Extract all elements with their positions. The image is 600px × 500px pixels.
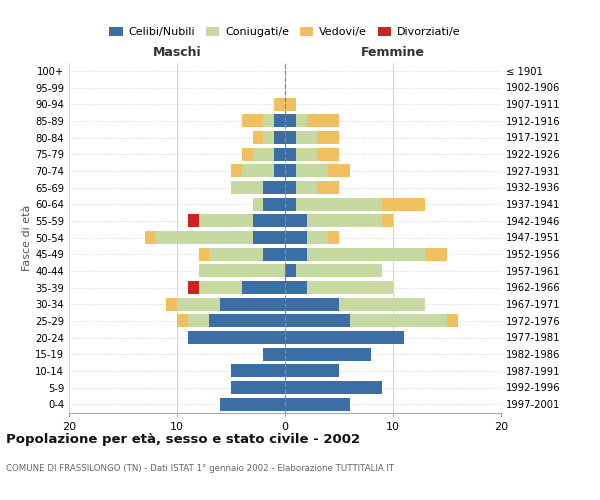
Bar bbox=[307, 114, 339, 128]
Bar bbox=[285, 98, 296, 110]
Bar bbox=[231, 364, 285, 378]
Bar bbox=[307, 214, 382, 228]
Bar bbox=[263, 181, 285, 194]
Bar bbox=[199, 248, 209, 260]
Bar bbox=[285, 231, 307, 244]
Bar bbox=[231, 164, 242, 177]
Bar bbox=[274, 131, 285, 144]
Bar bbox=[274, 148, 285, 160]
Bar bbox=[274, 98, 285, 110]
Bar bbox=[307, 281, 393, 294]
Bar bbox=[285, 331, 404, 344]
Bar bbox=[263, 131, 274, 144]
Bar bbox=[166, 298, 177, 310]
Bar bbox=[328, 231, 339, 244]
Bar bbox=[285, 131, 296, 144]
Bar bbox=[188, 281, 199, 294]
Bar bbox=[350, 314, 447, 328]
Bar bbox=[188, 331, 285, 344]
Bar bbox=[425, 248, 447, 260]
Bar bbox=[242, 164, 274, 177]
Text: Popolazione per età, sesso e stato civile - 2002: Popolazione per età, sesso e stato civil… bbox=[6, 432, 360, 446]
Bar bbox=[296, 198, 382, 210]
Bar bbox=[285, 164, 296, 177]
Bar bbox=[263, 198, 285, 210]
Bar bbox=[231, 181, 263, 194]
Y-axis label: Fasce di età: Fasce di età bbox=[22, 204, 32, 270]
Legend: Celibi/Nubili, Coniugati/e, Vedovi/e, Divorziati/e: Celibi/Nubili, Coniugati/e, Vedovi/e, Di… bbox=[105, 22, 465, 42]
Bar bbox=[285, 348, 371, 360]
Bar bbox=[274, 114, 285, 128]
Bar bbox=[296, 114, 307, 128]
Bar bbox=[177, 314, 188, 328]
Bar bbox=[253, 198, 263, 210]
Bar bbox=[307, 248, 425, 260]
Text: Maschi: Maschi bbox=[152, 46, 202, 59]
Bar bbox=[317, 131, 339, 144]
Bar bbox=[328, 164, 350, 177]
Bar bbox=[263, 114, 274, 128]
Bar bbox=[220, 298, 285, 310]
Bar bbox=[242, 281, 285, 294]
Bar bbox=[285, 314, 350, 328]
Bar bbox=[145, 231, 155, 244]
Bar bbox=[285, 114, 296, 128]
Bar bbox=[296, 164, 328, 177]
Bar bbox=[188, 314, 209, 328]
Bar bbox=[317, 148, 339, 160]
Bar bbox=[285, 264, 296, 278]
Bar bbox=[199, 281, 242, 294]
Bar bbox=[285, 148, 296, 160]
Bar bbox=[253, 148, 274, 160]
Bar bbox=[296, 148, 317, 160]
Bar bbox=[285, 281, 307, 294]
Bar bbox=[285, 181, 296, 194]
Bar bbox=[199, 264, 285, 278]
Bar bbox=[231, 381, 285, 394]
Bar bbox=[447, 314, 458, 328]
Bar bbox=[382, 198, 425, 210]
Bar bbox=[296, 181, 317, 194]
Bar bbox=[253, 231, 285, 244]
Bar bbox=[285, 381, 382, 394]
Bar bbox=[220, 398, 285, 410]
Bar bbox=[188, 214, 199, 228]
Bar bbox=[242, 148, 253, 160]
Bar bbox=[296, 131, 317, 144]
Bar bbox=[285, 248, 307, 260]
Bar bbox=[382, 214, 393, 228]
Bar bbox=[274, 164, 285, 177]
Text: COMUNE DI FRASSILONGO (TN) - Dati ISTAT 1° gennaio 2002 - Elaborazione TUTTITALI: COMUNE DI FRASSILONGO (TN) - Dati ISTAT … bbox=[6, 464, 394, 473]
Bar bbox=[263, 248, 285, 260]
Bar bbox=[253, 214, 285, 228]
Bar bbox=[209, 314, 285, 328]
Bar bbox=[307, 231, 328, 244]
Bar bbox=[253, 131, 263, 144]
Bar bbox=[155, 231, 253, 244]
Bar bbox=[317, 181, 339, 194]
Bar bbox=[285, 214, 307, 228]
Bar bbox=[242, 114, 263, 128]
Bar bbox=[285, 298, 339, 310]
Bar bbox=[285, 398, 350, 410]
Bar bbox=[263, 348, 285, 360]
Bar bbox=[177, 298, 220, 310]
Bar bbox=[285, 198, 296, 210]
Text: Femmine: Femmine bbox=[361, 46, 425, 59]
Bar bbox=[199, 214, 253, 228]
Bar bbox=[296, 264, 382, 278]
Bar bbox=[209, 248, 263, 260]
Bar bbox=[339, 298, 425, 310]
Bar bbox=[285, 364, 339, 378]
